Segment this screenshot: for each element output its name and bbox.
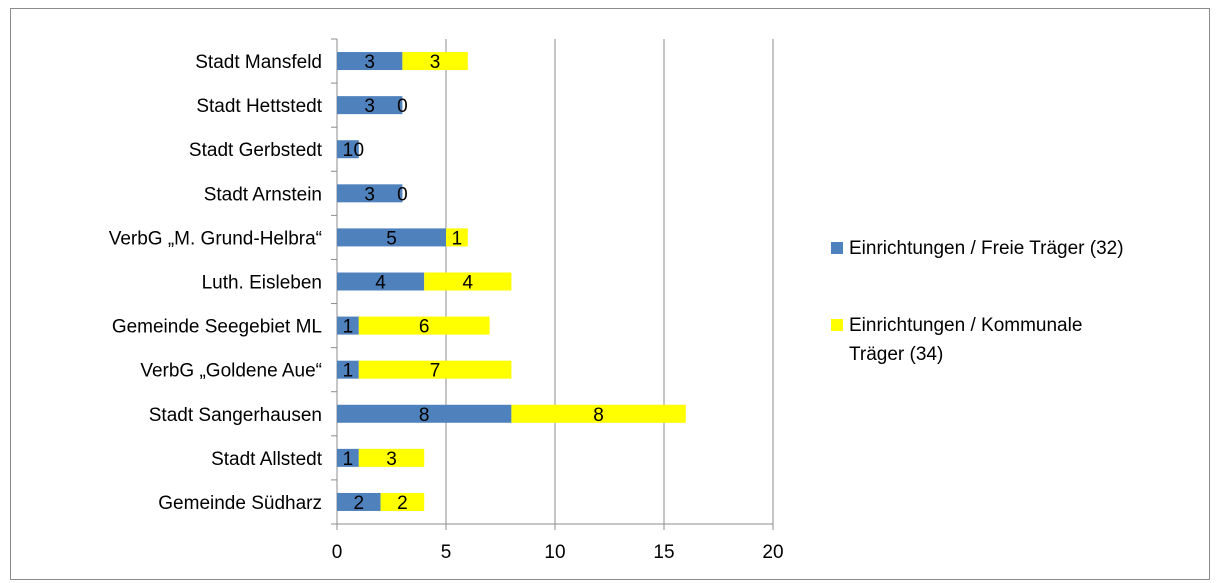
x-tick-label: 10 [544, 542, 565, 563]
data-label: 2 [354, 493, 365, 514]
x-tick-label: 20 [762, 542, 783, 563]
x-tick-label: 15 [653, 542, 674, 563]
category-label: Stadt Gerbstedt [189, 140, 323, 161]
category-label: VerbG „M. Grund-Helbra“ [109, 228, 322, 249]
data-label: 2 [397, 493, 408, 514]
category-label: Gemeinde Seegebiet ML [112, 317, 322, 338]
data-label: 0 [354, 140, 365, 161]
legend-label: Einrichtungen / Kommunale [849, 315, 1082, 336]
category-label: Stadt Mansfeld [195, 52, 322, 73]
data-label: 6 [419, 317, 430, 338]
x-tick-label: 5 [441, 542, 452, 563]
data-label: 1 [343, 449, 354, 470]
data-label: 8 [593, 405, 604, 426]
data-label: 1 [452, 228, 463, 249]
legend-swatch [831, 319, 843, 331]
data-label: 3 [364, 184, 375, 205]
chart-frame: 0 5 10 15 20 Stadt Mansfeld 3 3 Stadt Hettstedt 3… [10, 8, 1210, 580]
data-label: 1 [343, 140, 354, 161]
category-label: VerbG „Goldene Aue“ [140, 361, 322, 382]
data-label: 1 [343, 361, 354, 382]
data-label: 1 [343, 317, 354, 338]
category-label: Stadt Hettstedt [196, 96, 322, 117]
data-label: 4 [375, 273, 386, 294]
x-tick-label: 0 [332, 542, 343, 563]
data-label: 5 [386, 228, 397, 249]
data-label: 3 [364, 96, 375, 117]
legend-label: Träger (34) [849, 344, 943, 365]
legend-label: Einrichtungen / Freie Träger (32) [849, 238, 1124, 259]
data-label: 3 [386, 449, 397, 470]
data-label: 4 [463, 273, 474, 294]
category-label: Stadt Sangerhausen [149, 405, 322, 426]
data-label: 0 [397, 184, 408, 205]
data-label: 0 [397, 96, 408, 117]
category-label: Luth. Eisleben [202, 273, 322, 294]
legend-swatch [831, 242, 843, 254]
category-label: Stadt Arnstein [204, 184, 322, 205]
category-label: Gemeinde Südharz [158, 493, 322, 514]
category-label: Stadt Allstedt [211, 449, 323, 470]
data-label: 3 [364, 52, 375, 73]
data-label: 7 [430, 361, 441, 382]
data-label: 8 [419, 405, 430, 426]
data-label: 3 [430, 52, 441, 73]
